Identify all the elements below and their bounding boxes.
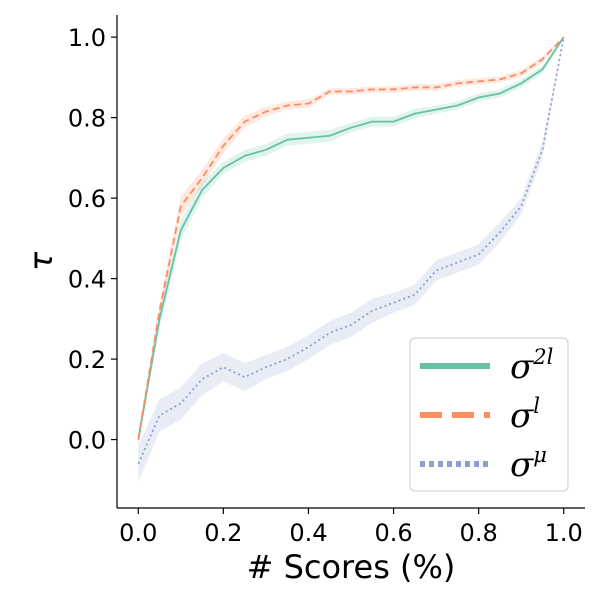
y-tick-label: 0.2 bbox=[68, 346, 106, 374]
legend-entry-label: σl bbox=[510, 394, 540, 436]
x-tick-label: 0.8 bbox=[460, 519, 498, 547]
x-axis-label: # Scores (%) bbox=[247, 548, 456, 586]
confidence-bands bbox=[138, 37, 564, 482]
band-dotted bbox=[138, 37, 564, 482]
y-tick-label: 0.6 bbox=[68, 185, 106, 213]
legend-entry-label: σ2l bbox=[510, 345, 553, 387]
x-tick-label: 0.2 bbox=[204, 519, 242, 547]
legend-symbol: σ bbox=[510, 445, 534, 485]
x-tick-label: 1.0 bbox=[545, 519, 583, 547]
x-tick-label: 0.0 bbox=[119, 519, 157, 547]
x-axis-ticks: 0.0 0.2 0.4 0.6 0.8 1.0 bbox=[119, 508, 583, 547]
y-tick-label: 0.0 bbox=[68, 427, 106, 455]
legend-symbol: σ bbox=[510, 396, 534, 436]
y-tick-label: 0.4 bbox=[68, 266, 106, 294]
series-line-dashed bbox=[137, 36, 565, 440]
series-lines bbox=[137, 36, 565, 465]
x-tick-label: 0.6 bbox=[374, 519, 412, 547]
y-axis-ticks: 0.0 0.2 0.4 0.6 0.8 1.0 bbox=[68, 24, 117, 455]
series-line-dotted bbox=[137, 36, 565, 465]
legend-entry-label: σμ bbox=[510, 443, 547, 485]
legend-superscript: μ bbox=[533, 443, 547, 467]
legend-superscript: 2l bbox=[532, 345, 553, 369]
y-axis-label: τ bbox=[22, 251, 60, 271]
y-tick-label: 0.8 bbox=[68, 105, 106, 133]
x-tick-label: 0.4 bbox=[289, 519, 327, 547]
series-line-solid bbox=[137, 36, 565, 440]
legend-superscript: l bbox=[533, 394, 540, 418]
axes bbox=[116, 15, 585, 509]
y-tick-label: 1.0 bbox=[68, 24, 106, 52]
legend-symbol: σ bbox=[510, 347, 534, 387]
